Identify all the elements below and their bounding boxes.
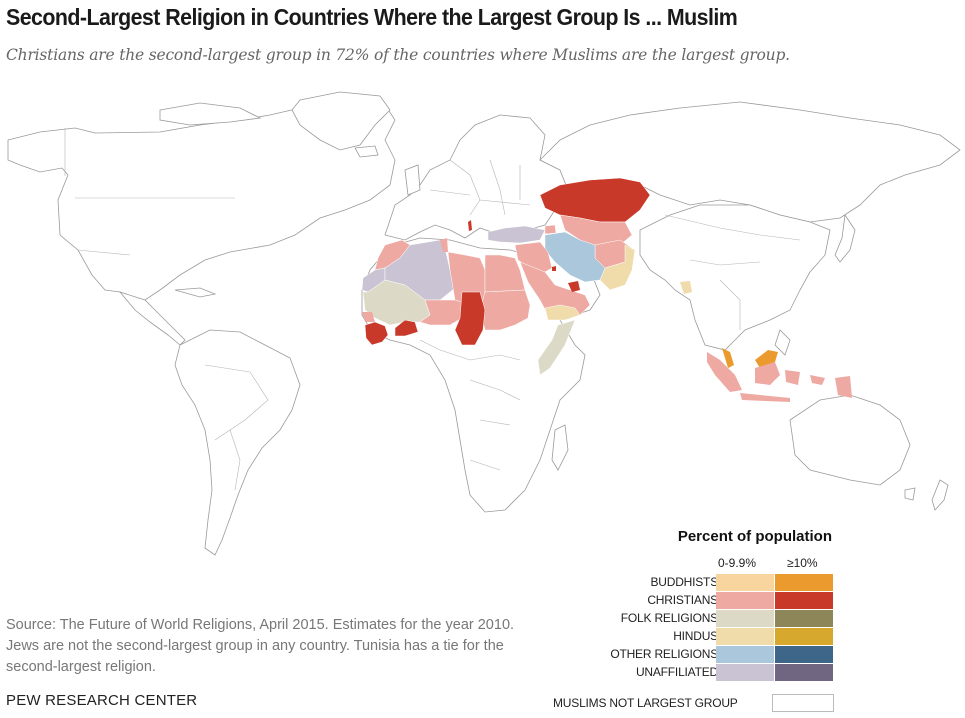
legend-label-unaffiliated: UNAFFILIATED — [635, 665, 718, 679]
guinea-sierra-leone — [364, 321, 389, 346]
swatch-unaffiliated-high — [775, 664, 833, 681]
swatch-not-largest — [772, 694, 834, 712]
legend: Percent of population 0-9.9% ≥10% BUDDHI… — [550, 526, 850, 718]
swatch-other-high — [775, 646, 833, 663]
saudi-arabia — [519, 261, 591, 319]
swatch-christians-low — [716, 592, 774, 609]
swatch-hindus-low — [716, 628, 774, 645]
legend-col-low: 0-9.9% — [718, 556, 757, 570]
albania — [468, 220, 472, 231]
burkina-faso — [394, 319, 419, 337]
madagascar — [551, 424, 569, 471]
algeria — [384, 239, 456, 301]
legend-label-not-largest: MUSLIMS NOT LARGEST GROUP — [553, 696, 738, 710]
south-america — [174, 329, 301, 556]
yemen — [544, 304, 581, 321]
swatch-buddhists-high — [775, 574, 833, 591]
australia — [789, 394, 911, 486]
legend-col-high: ≥10% — [787, 556, 818, 570]
swatch-hindus-high — [775, 628, 833, 645]
bangladesh — [680, 281, 692, 294]
pew-credit: PEW RESEARCH CENTER — [6, 692, 198, 709]
levant — [514, 241, 553, 273]
turkey — [487, 225, 546, 244]
legend-label-christians: CHRISTIANS — [647, 593, 718, 607]
malaysia-borneo — [755, 350, 778, 368]
egypt — [484, 254, 526, 293]
indonesia — [707, 352, 742, 392]
swatch-folk-low — [716, 610, 774, 627]
central-america — [118, 291, 186, 346]
asia — [639, 204, 831, 351]
chart-title: Second-Largest Religion in Countries Whe… — [6, 4, 738, 30]
swatch-unaffiliated-low — [716, 664, 774, 681]
legend-label-other: OTHER RELIGIONS — [610, 647, 718, 661]
world-map — [0, 85, 965, 605]
senegal — [362, 312, 375, 322]
uae — [568, 281, 580, 292]
central-asia — [559, 214, 633, 249]
swatch-christians-high — [775, 592, 833, 609]
kuwait — [552, 266, 556, 271]
azerbaijan — [544, 224, 557, 235]
tunisia — [440, 238, 448, 252]
chart-subtitle: Christians are the second-largest group … — [6, 46, 790, 64]
niger — [419, 299, 466, 326]
somalia — [537, 319, 576, 376]
greenland — [291, 91, 391, 151]
swatch-folk-high — [775, 610, 833, 627]
swatch-buddhists-low — [716, 574, 774, 591]
legend-label-folk: FOLK RELIGIONS — [620, 611, 718, 625]
pakistan — [599, 244, 636, 291]
source-note: Source: The Future of World Religions, A… — [6, 617, 515, 675]
iran — [544, 231, 606, 283]
malaysia-peninsula — [722, 348, 734, 368]
swatch-other-low — [716, 646, 774, 663]
chad — [454, 291, 486, 346]
legend-label-buddhists: BUDDHISTS — [650, 575, 718, 589]
legend-title: Percent of population — [677, 528, 832, 545]
legend-label-hindus: HINDUS — [673, 629, 718, 643]
